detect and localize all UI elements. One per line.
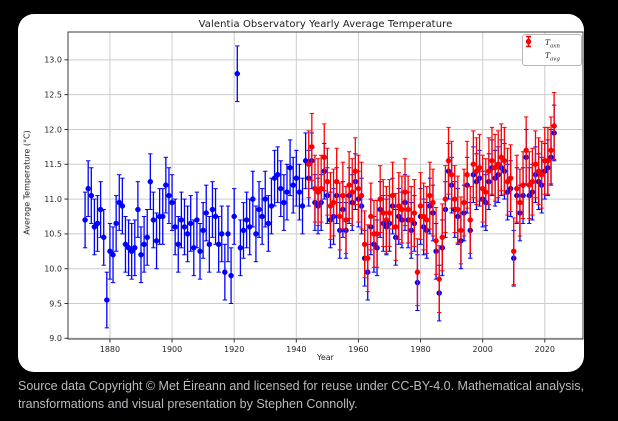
x-tick-label: 1900 — [162, 345, 182, 354]
y-tick-label: 9.5 — [49, 299, 62, 308]
y-tick-label: 12.5 — [44, 90, 62, 99]
series-t_avg — [305, 92, 557, 314]
y-tick-label: 12.0 — [44, 125, 62, 134]
x-tick-label: 1960 — [348, 345, 368, 354]
errorbar-marker-icon — [525, 35, 539, 63]
chart-title: Valentia Observatory Yearly Average Temp… — [198, 19, 453, 30]
y-tick-label: 11.5 — [44, 160, 62, 169]
x-tick-label: 2020 — [535, 345, 555, 354]
x-axis-label: Year — [317, 353, 334, 362]
legend-label-taxn: Taxn — [545, 37, 560, 50]
x-tick-label: 2000 — [472, 345, 492, 354]
legend-item-taxn: Taxn — [525, 35, 577, 50]
y-tick-label: 10.0 — [44, 264, 62, 273]
chart-legend: Taxn Tavg — [522, 34, 582, 66]
x-tick-label: 1880 — [100, 345, 120, 354]
x-tick-label: 1940 — [286, 345, 306, 354]
y-tick-label: 10.5 — [44, 230, 62, 239]
y-tick-label: 13.0 — [44, 56, 62, 65]
y-tick-label: 9.0 — [49, 334, 62, 343]
legend-label-tavg: Tavg — [545, 50, 560, 63]
chart-canvas: 1880 1900 1920 1940 1960 1980 2000 2020 9.0 9.5 10… — [44, 31, 584, 354]
source-attribution-caption: Source data Copyright © Met Éireann and … — [18, 379, 584, 412]
x-tick-label: 1920 — [224, 345, 244, 354]
x-tick-label: 1980 — [410, 345, 430, 354]
y-axis-label: Average Temperature (°C) — [22, 130, 32, 235]
chart-card: 1880 1900 1920 1940 1960 1980 2000 2020 9.0 9.5 10… — [18, 14, 584, 372]
legend-item-tavg: Tavg — [525, 35, 577, 63]
y-tick-label: 11.0 — [44, 195, 62, 204]
